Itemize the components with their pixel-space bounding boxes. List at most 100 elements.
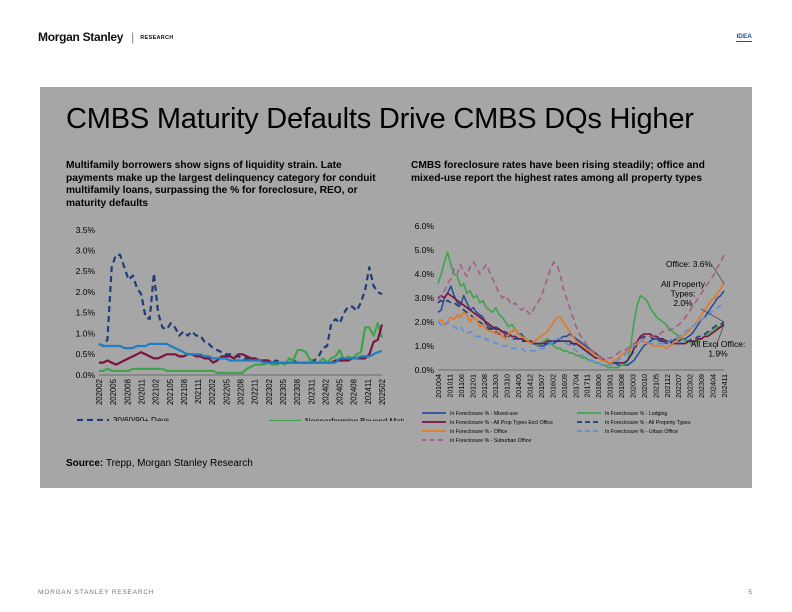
x-tick-label: 202002 (95, 379, 104, 405)
right-chart-subtitle: CMBS foreclosure rates have been rising … (411, 160, 705, 184)
x-tick-label: 202302 (686, 374, 695, 398)
x-tick-label: 202202 (208, 379, 217, 405)
x-tick-label: 202404 (709, 374, 718, 398)
series-line (437, 283, 725, 364)
x-tick-label: 201310 (503, 374, 512, 398)
y-tick-label: 2.0% (415, 317, 435, 327)
y-tick-label: 0.0% (76, 370, 96, 380)
x-tick-label: 202102 (152, 379, 161, 405)
y-tick-label: 0.5% (76, 349, 96, 359)
legend-label: In Foreclosure % - All Prop Types Excl O… (450, 420, 553, 426)
x-tick-label: 201303 (491, 374, 500, 398)
annotation-label: All Excl Office: 1.9% (691, 339, 746, 359)
y-tick-label: 3.0% (76, 246, 96, 256)
x-tick-label: 202405 (336, 378, 345, 405)
x-tick-label: 202305 (279, 378, 288, 405)
series-line (98, 342, 383, 364)
x-tick-label: 202308 (293, 379, 302, 405)
x-tick-label: 202105 (166, 378, 175, 405)
left-chart-subtitle: Multifamily borrowers show signs of liqu… (66, 160, 376, 209)
annotation-leader (700, 308, 725, 323)
y-tick-label: 2.0% (76, 287, 96, 297)
x-tick-label: 202502 (378, 379, 387, 405)
legend-label: In Foreclosure % - All Property Types (605, 420, 691, 426)
x-tick-label: 201405 (514, 374, 523, 398)
x-tick-label: 202205 (222, 378, 231, 405)
x-tick-label: 202003 (628, 374, 637, 398)
legend-label: In Foreclosure % - Office (450, 429, 507, 435)
research-unit: RESEARCH (140, 35, 174, 41)
x-tick-label: 201412 (526, 374, 535, 398)
annotation-label: Office: 3.6% (666, 259, 713, 269)
x-tick-label: 201711 (583, 374, 592, 397)
annotation-leader (711, 264, 725, 284)
footer-text: MORGAN STANLEY RESEARCH (38, 589, 155, 596)
brand-separator: | (131, 30, 135, 44)
firm-name: Morgan Stanley (38, 30, 124, 44)
x-tick-label: 202005 (109, 378, 118, 405)
x-tick-label: 201908 (617, 374, 626, 398)
x-tick-label: 202311 (307, 379, 316, 404)
y-tick-label: 0.0% (415, 365, 435, 375)
annotation-label: All Property Types: 2.0% (661, 279, 706, 308)
x-tick-label: 202008 (123, 379, 132, 405)
y-tick-label: 1.0% (76, 328, 96, 338)
x-tick-label: 202411 (364, 379, 373, 404)
brand: Morgan Stanley | RESEARCH (38, 30, 174, 44)
series-line (99, 324, 384, 366)
y-tick-label: 6.0% (415, 221, 435, 231)
series-line (437, 299, 725, 364)
x-tick-label: 202011 (137, 379, 146, 404)
page-number: 5 (748, 589, 752, 596)
series-line (437, 285, 725, 366)
x-tick-label: 202207 (674, 374, 683, 398)
legend-label: Nonperforming Beyond Maturity (305, 417, 404, 421)
slide-title: CMBS Maturity Defaults Drive CMBS DQs Hi… (66, 103, 694, 135)
series-line (98, 253, 383, 364)
x-tick-label: 202112 (663, 374, 672, 397)
x-tick-label: 201208 (480, 374, 489, 398)
x-tick-label: 202108 (180, 379, 189, 405)
series-line (437, 251, 725, 369)
legend-label: 30/60/90+ Days (113, 416, 169, 421)
x-tick-label: 202402 (321, 379, 330, 405)
x-tick-label: 202408 (350, 379, 359, 405)
series-line (437, 302, 725, 366)
x-tick-label: 201507 (537, 374, 546, 398)
idea-tag[interactable]: IDEA (736, 33, 752, 42)
x-tick-label: 202211 (251, 379, 260, 404)
source-text: Trepp, Morgan Stanley Research (105, 458, 253, 469)
x-tick-label: 202309 (697, 374, 706, 398)
legend-label: In Foreclosure % - Suburban Office (450, 438, 531, 444)
series-line (99, 322, 384, 374)
legend-label: In Foreclosure % - Mixed-use (450, 411, 518, 417)
legend-label: In Foreclosure % - Urban Office (605, 429, 678, 435)
y-tick-label: 3.0% (415, 293, 435, 303)
source-note: Source: Trepp, Morgan Stanley Research (66, 458, 253, 469)
x-tick-label: 201704 (571, 374, 580, 398)
y-tick-label: 3.5% (76, 225, 96, 235)
x-tick-label: 201806 (594, 374, 603, 398)
x-tick-label: 201011 (445, 374, 454, 397)
x-tick-label: 201901 (606, 374, 615, 398)
x-tick-label: 201609 (560, 374, 569, 398)
y-tick-label: 5.0% (415, 245, 435, 255)
y-tick-label: 2.5% (76, 266, 96, 276)
legend-label: In Foreclosure % - Lodging (605, 411, 667, 417)
multifamily-delinquency-chart: 0.0% 0.5% 1.0% 1.5% 2.0% 2.5% 3.0% 3.5% 202002 20… (76, 225, 404, 421)
x-tick-label: 202411 (720, 374, 729, 397)
series-line (437, 254, 725, 359)
x-tick-label: 202302 (265, 379, 274, 405)
x-tick-label: 202111 (194, 379, 203, 404)
annotation-leader (714, 324, 725, 350)
x-tick-label: 201106 (457, 374, 466, 397)
x-tick-label: 201004 (434, 374, 443, 398)
slide-panel: CMBS Maturity Defaults Drive CMBS DQs Hi… (40, 87, 752, 488)
y-tick-label: 1.5% (76, 308, 96, 318)
x-tick-label: 201602 (548, 374, 557, 398)
y-tick-label: 1.0% (415, 341, 435, 351)
x-tick-label: 202208 (237, 379, 246, 405)
foreclosure-rates-chart: 0.0% 1.0% 2.0% 3.0% 4.0% 5.0% 6.0% 201004 201011… (415, 221, 746, 444)
y-tick-label: 4.0% (415, 269, 435, 279)
x-tick-label: 202105 (651, 374, 660, 398)
